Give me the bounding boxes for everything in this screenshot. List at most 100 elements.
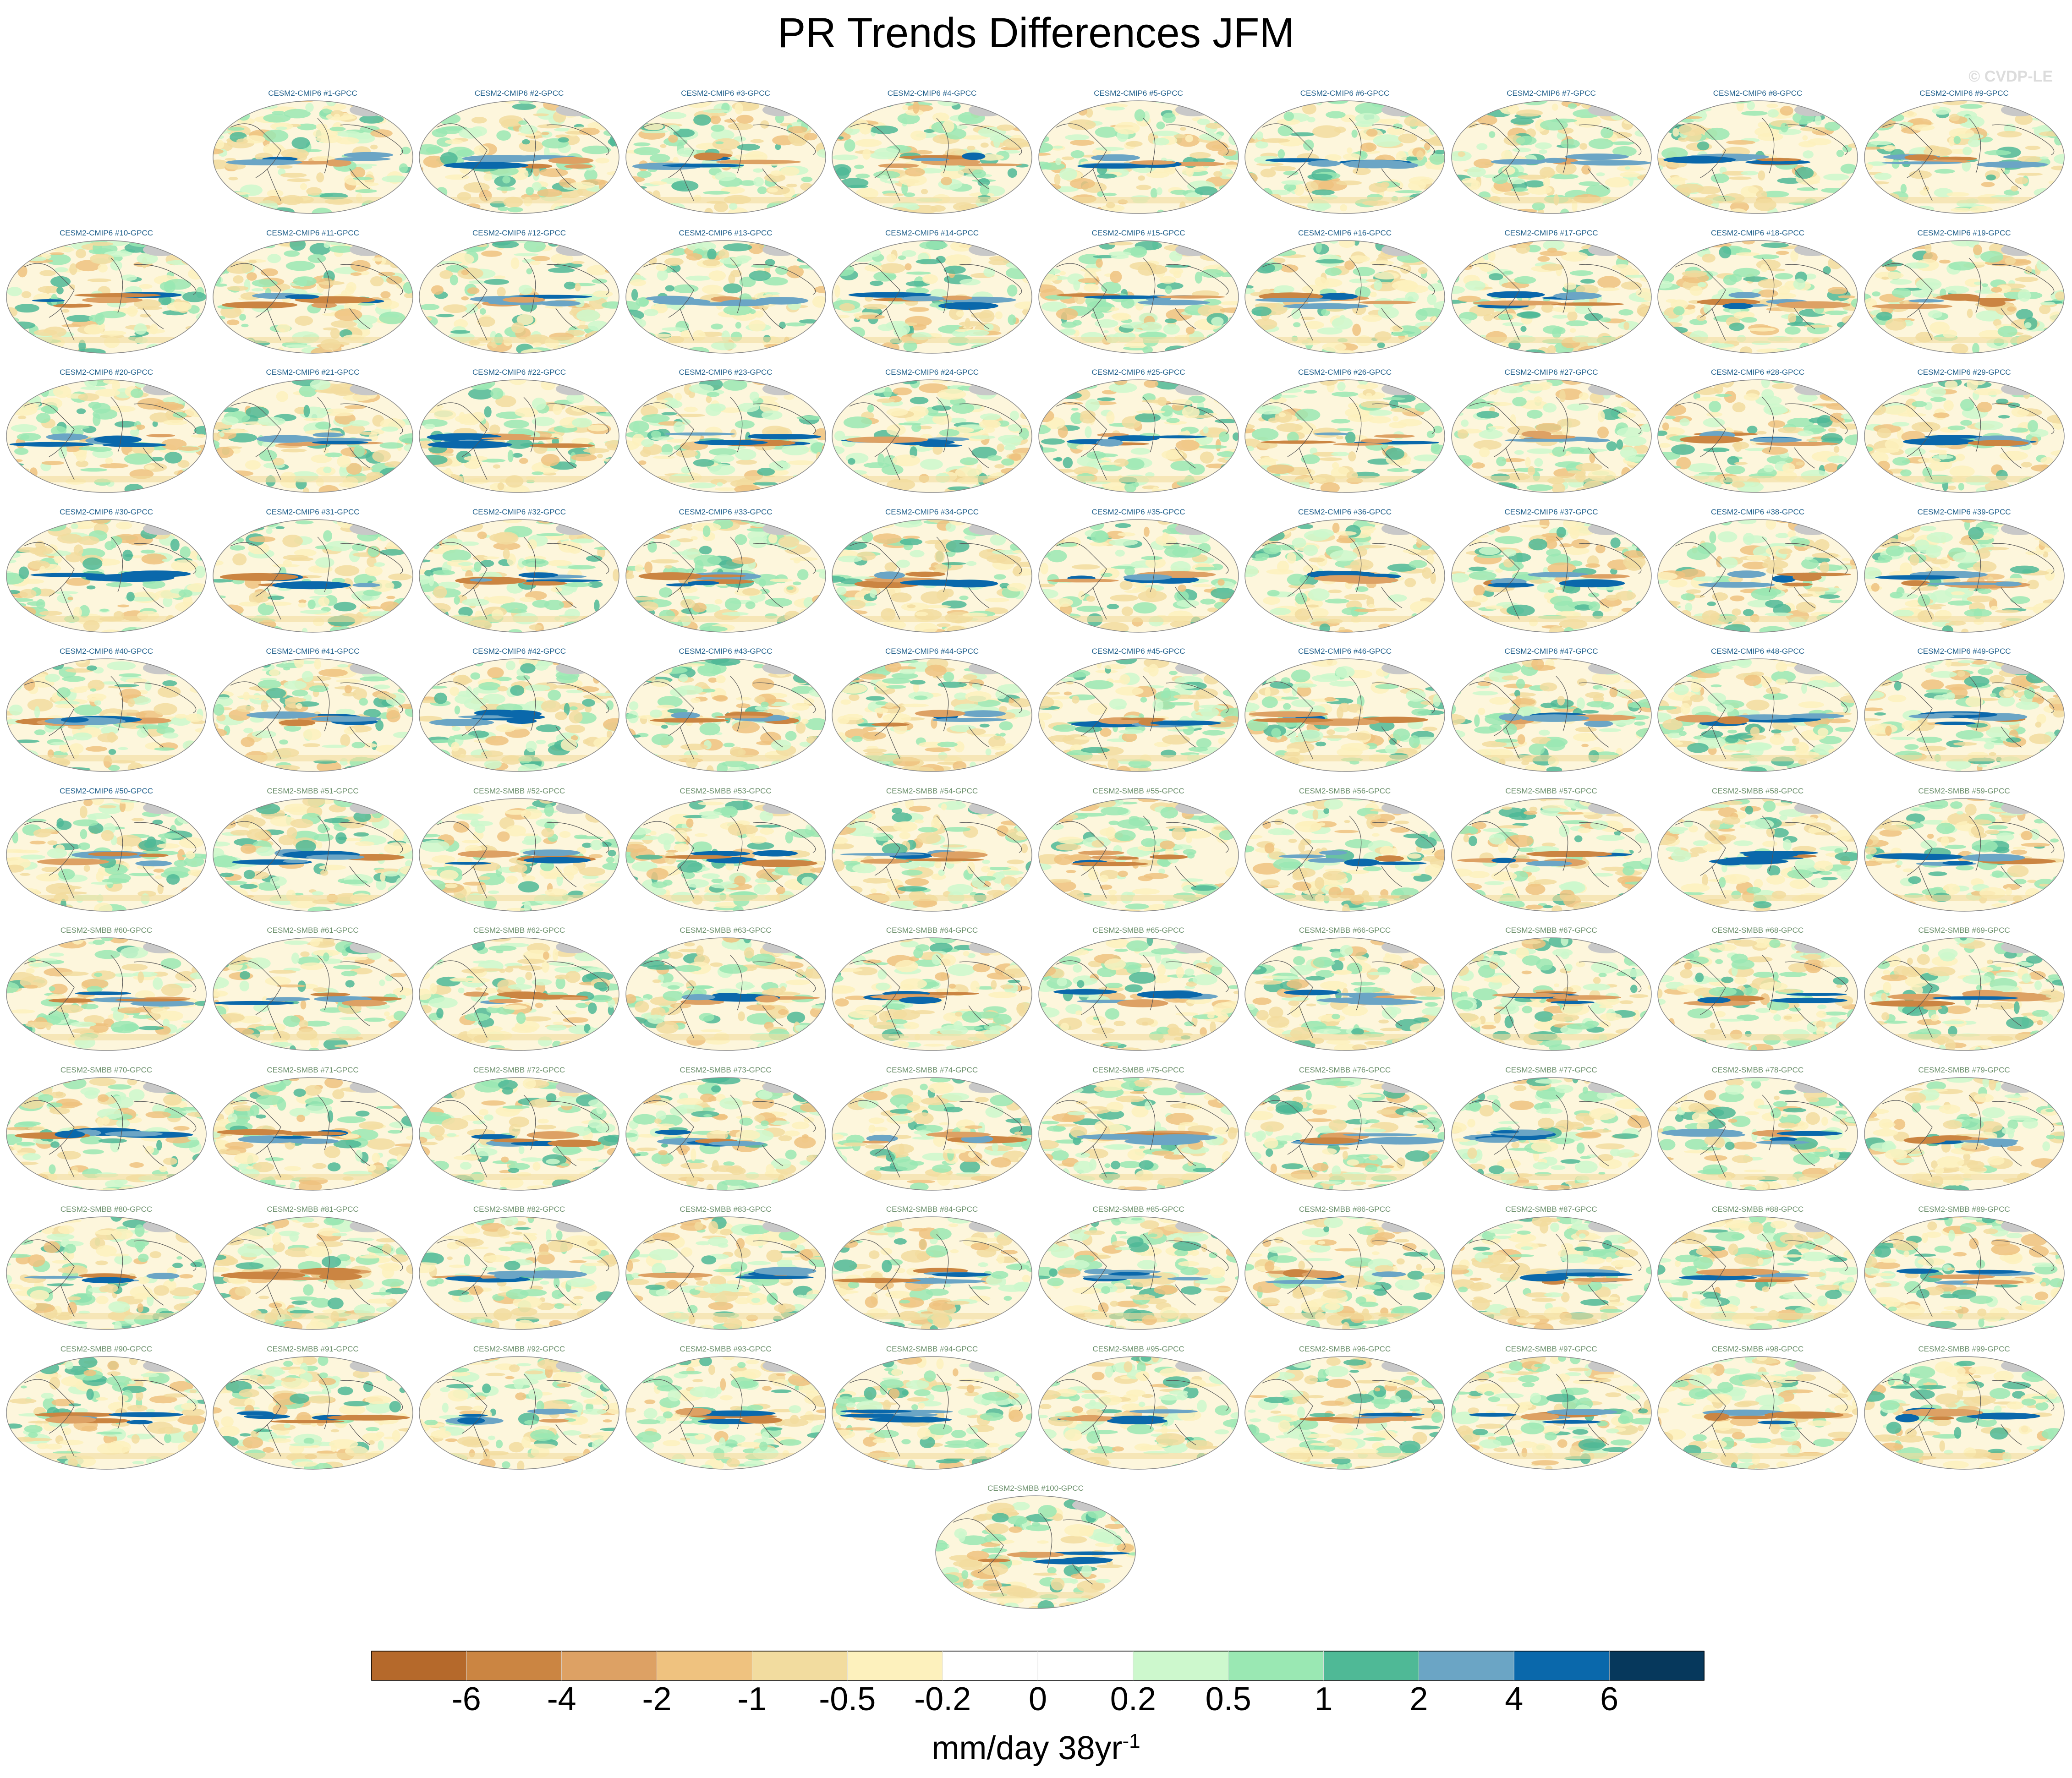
precip-trend-map xyxy=(212,1077,413,1191)
precip-trend-map xyxy=(6,519,207,633)
precip-trend-map xyxy=(832,1356,1032,1470)
map-panel: CESM2-CMIP6 #6-GPCC xyxy=(1244,89,1446,222)
colorbar-tick-label: -0.5 xyxy=(819,1681,876,1718)
map-panel: CESM2-CMIP6 #25-GPCC xyxy=(1038,368,1239,501)
map-panel: CESM2-SMBB #74-GPCC xyxy=(831,1066,1033,1198)
panel-title: CESM2-SMBB #53-GPCC xyxy=(680,786,772,795)
map-panel: CESM2-CMIP6 #32-GPCC xyxy=(418,508,620,640)
map-panel: CESM2-CMIP6 #19-GPCC xyxy=(1864,229,2065,361)
precip-trend-map xyxy=(212,379,413,493)
panel-title: CESM2-SMBB #83-GPCC xyxy=(680,1205,772,1214)
panel-title: CESM2-SMBB #81-GPCC xyxy=(267,1205,359,1214)
map-panel: CESM2-CMIP6 #23-GPCC xyxy=(625,368,827,501)
map-panel: CESM2-SMBB #63-GPCC xyxy=(625,926,827,1059)
map-panel: CESM2-CMIP6 #3-GPCC xyxy=(625,89,827,222)
panel-title: CESM2-SMBB #51-GPCC xyxy=(267,786,359,795)
panel-title: CESM2-CMIP6 #46-GPCC xyxy=(1298,647,1392,656)
map-panel: CESM2-SMBB #61-GPCC xyxy=(212,926,414,1059)
precip-trend-map xyxy=(625,240,826,354)
panel-title: CESM2-SMBB #58-GPCC xyxy=(1711,786,1804,795)
map-panel: CESM2-CMIP6 #31-GPCC xyxy=(212,508,414,640)
precip-trend-map xyxy=(1451,798,1652,912)
units-base: mm/day 38yr xyxy=(932,1730,1123,1767)
panel-title: CESM2-CMIP6 #3-GPCC xyxy=(681,89,770,98)
colorbar-tick-label: 1 xyxy=(1314,1681,1333,1718)
panel-title: CESM2-CMIP6 #32-GPCC xyxy=(472,507,566,516)
precip-trend-map xyxy=(1038,937,1239,1051)
precip-trend-map xyxy=(625,100,826,214)
panel-title: CESM2-CMIP6 #45-GPCC xyxy=(1091,647,1185,656)
map-panel: CESM2-CMIP6 #48-GPCC xyxy=(1657,647,1858,780)
panel-title: CESM2-CMIP6 #50-GPCC xyxy=(59,786,153,795)
map-panel: CESM2-SMBB #79-GPCC xyxy=(1864,1066,2065,1198)
panel-title: CESM2-SMBB #87-GPCC xyxy=(1505,1205,1597,1214)
map-panel: CESM2-CMIP6 #20-GPCC xyxy=(5,368,207,501)
map-panel: CESM2-CMIP6 #34-GPCC xyxy=(831,508,1033,640)
panel-title: CESM2-CMIP6 #7-GPCC xyxy=(1507,89,1596,98)
map-panel: CESM2-CMIP6 #36-GPCC xyxy=(1244,508,1446,640)
map-panel: CESM2-CMIP6 #8-GPCC xyxy=(1657,89,1858,222)
precip-trend-map xyxy=(6,240,207,354)
precip-trend-map xyxy=(1244,1077,1445,1191)
colorbar-swatch xyxy=(1419,1651,1514,1680)
precip-trend-map xyxy=(1864,1356,2065,1470)
map-panel: CESM2-CMIP6 #49-GPCC xyxy=(1864,647,2065,780)
precip-trend-map xyxy=(6,1077,207,1191)
colorbar-swatch xyxy=(752,1651,848,1680)
precip-trend-map xyxy=(1038,519,1239,633)
map-panel: CESM2-SMBB #67-GPCC xyxy=(1451,926,1652,1059)
page-title: PR Trends Differences JFM xyxy=(777,10,1295,56)
map-panel: CESM2-SMBB #52-GPCC xyxy=(418,787,620,919)
map-panel: CESM2-SMBB #65-GPCC xyxy=(1038,926,1239,1059)
panel-title: CESM2-CMIP6 #24-GPCC xyxy=(885,368,979,377)
colorbar-swatch xyxy=(1323,1651,1419,1680)
panel-title: CESM2-CMIP6 #21-GPCC xyxy=(266,368,360,377)
panel-title: CESM2-SMBB #76-GPCC xyxy=(1299,1065,1391,1074)
panel-title: CESM2-SMBB #74-GPCC xyxy=(886,1065,978,1074)
panel-title: CESM2-SMBB #59-GPCC xyxy=(1918,786,2010,795)
map-panel: CESM2-CMIP6 #11-GPCC xyxy=(212,229,414,361)
colorbar-tick-label: 4 xyxy=(1505,1681,1524,1718)
panel-title: CESM2-SMBB #70-GPCC xyxy=(60,1065,153,1074)
precip-trend-map xyxy=(6,1356,207,1470)
precip-trend-map xyxy=(6,798,207,912)
precip-trend-map xyxy=(1038,1077,1239,1191)
map-panel: CESM2-SMBB #94-GPCC xyxy=(831,1345,1033,1477)
panel-title: CESM2-CMIP6 #13-GPCC xyxy=(679,228,773,237)
precip-trend-map xyxy=(1451,240,1652,354)
map-panel: CESM2-SMBB #84-GPCC xyxy=(831,1205,1033,1338)
map-panel: CESM2-SMBB #69-GPCC xyxy=(1864,926,2065,1059)
map-panel: CESM2-SMBB #99-GPCC xyxy=(1864,1345,2065,1477)
precip-trend-map xyxy=(625,658,826,772)
panel-title: CESM2-SMBB #91-GPCC xyxy=(267,1344,359,1353)
precip-trend-map xyxy=(832,379,1032,493)
panel-title: CESM2-CMIP6 #18-GPCC xyxy=(1710,228,1805,237)
units-exponent: -1 xyxy=(1122,1730,1140,1752)
precip-trend-map xyxy=(212,798,413,912)
precip-trend-map xyxy=(832,658,1032,772)
map-panel: CESM2-SMBB #73-GPCC xyxy=(625,1066,827,1198)
precip-trend-map xyxy=(1244,519,1445,633)
panel-title: CESM2-SMBB #78-GPCC xyxy=(1711,1065,1804,1074)
panel-title: CESM2-CMIP6 #40-GPCC xyxy=(59,647,153,656)
map-panel: CESM2-SMBB #87-GPCC xyxy=(1451,1205,1652,1338)
map-panel: CESM2-SMBB #90-GPCC xyxy=(5,1345,207,1477)
map-panel: CESM2-CMIP6 #24-GPCC xyxy=(831,368,1033,501)
precip-trend-map xyxy=(1244,1216,1445,1330)
precip-trend-map xyxy=(1657,1077,1858,1191)
map-panel: CESM2-CMIP6 #18-GPCC xyxy=(1657,229,1858,361)
panel-title: CESM2-CMIP6 #39-GPCC xyxy=(1917,507,2011,516)
precip-trend-map xyxy=(1038,658,1239,772)
precip-trend-map xyxy=(935,1495,1136,1609)
precip-trend-map xyxy=(1657,937,1858,1051)
map-panel: CESM2-SMBB #55-GPCC xyxy=(1038,787,1239,919)
panel-title: CESM2-CMIP6 #6-GPCC xyxy=(1300,89,1390,98)
map-panel: CESM2-SMBB #91-GPCC xyxy=(212,1345,414,1477)
panel-title: CESM2-CMIP6 #29-GPCC xyxy=(1917,368,2011,377)
map-panel: CESM2-SMBB #78-GPCC xyxy=(1657,1066,1858,1198)
colorbar-tick-label: 6 xyxy=(1600,1681,1619,1718)
panel-title: CESM2-CMIP6 #30-GPCC xyxy=(59,507,153,516)
map-panel: CESM2-CMIP6 #40-GPCC xyxy=(5,647,207,780)
map-panel: CESM2-CMIP6 #50-GPCC xyxy=(5,787,207,919)
map-panel: CESM2-CMIP6 #5-GPCC xyxy=(1038,89,1239,222)
